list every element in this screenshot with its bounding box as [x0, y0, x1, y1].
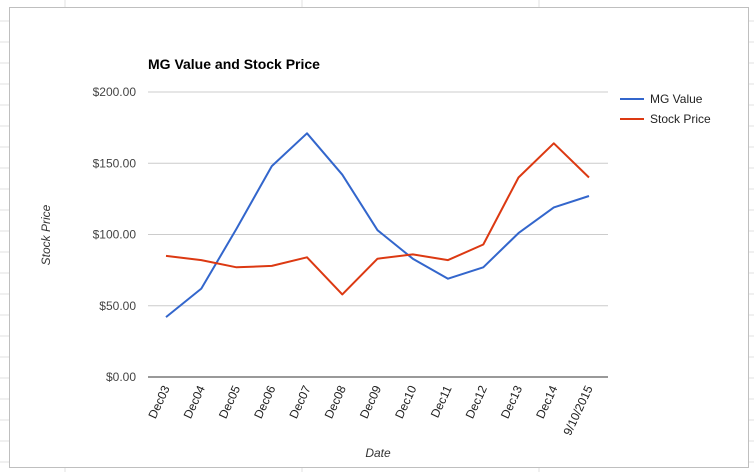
x-tick-label: Dec05: [216, 383, 243, 421]
y-tick-label: $0.00: [106, 370, 136, 384]
x-tick-label: Dec12: [463, 383, 490, 421]
y-tick-label: $100.00: [93, 228, 137, 242]
chart-title: MG Value and Stock Price: [148, 56, 320, 72]
y-tick-label: $150.00: [93, 156, 137, 170]
series-line: [165, 142, 590, 296]
x-tick-label: Dec03: [145, 383, 172, 421]
x-tick-label: Dec09: [357, 383, 384, 421]
x-tick-label: Dec07: [286, 383, 313, 421]
x-tick-label: Dec11: [428, 383, 455, 420]
legend-label: MG Value: [650, 92, 703, 106]
chart-container[interactable]: [9, 7, 749, 468]
x-tick-label: Dec06: [251, 383, 278, 421]
x-tick-label: Dec08: [322, 383, 349, 421]
x-tick-label: Dec13: [498, 383, 525, 421]
x-axis-title: Date: [365, 446, 391, 460]
chart-gridlines: [148, 91, 608, 307]
y-tick-label: $50.00: [99, 299, 136, 313]
legend-label: Stock Price: [650, 112, 711, 126]
y-tick-label: $200.00: [93, 85, 137, 99]
x-tick-label: Dec10: [392, 383, 419, 421]
series-lines: [165, 132, 590, 318]
x-tick-label: 9/10/2015: [560, 383, 595, 438]
x-axis-ticks: Dec03 Dec04 Dec05 Dec06 Dec07 Dec08 Dec09 Dec10…: [145, 383, 595, 438]
x-tick-label: Dec14: [533, 383, 560, 421]
y-axis-title: Stock Price: [39, 204, 53, 265]
x-tick-label: Dec04: [181, 383, 208, 421]
y-axis-ticks: $0.00 $50.00 $100.00 $150.00 $200.00: [93, 85, 137, 384]
series-line: [165, 132, 590, 318]
legend: MG Value Stock Price: [620, 92, 711, 126]
